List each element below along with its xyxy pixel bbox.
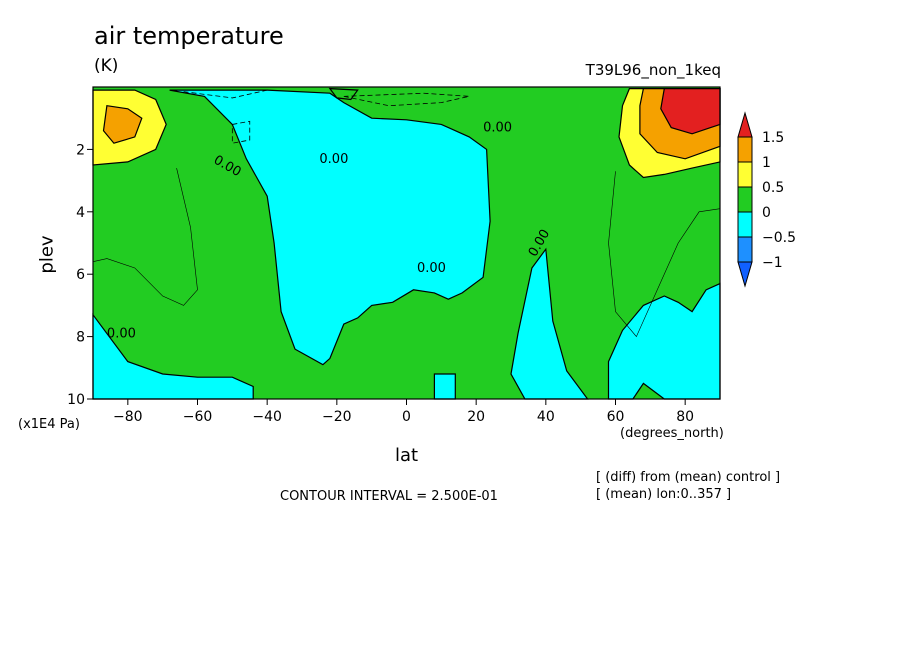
colorbar-level-0: 1.5	[762, 130, 784, 146]
x-axis-title: lat	[395, 445, 419, 466]
y-tick-label-0: 2	[76, 142, 85, 158]
dashed-contour-0	[183, 89, 268, 99]
colorbar-swatch-2	[737, 161, 753, 188]
y-tick-label-2: 6	[76, 267, 85, 283]
x-axis-units: (degrees_north)	[620, 426, 724, 441]
colorbar-level-5: −1	[762, 255, 783, 271]
contour-region-0	[169, 89, 491, 366]
contour-region-5	[328, 87, 359, 101]
experiment-label: T39L96_non_1keq	[585, 61, 721, 79]
footnote-diff: [ (diff) from (mean) control ]	[596, 470, 781, 485]
y-tick-label-3: 8	[76, 330, 85, 346]
x-tick-label-3: −20	[322, 409, 352, 425]
contour-label-0: 0.00	[107, 326, 136, 341]
x-tick-label-2: −40	[252, 409, 282, 425]
colorbar-swatch-1	[737, 136, 753, 163]
thin-contour-0	[92, 168, 198, 306]
y-tick-label-1: 4	[76, 205, 85, 221]
y-axis-units: (x1E4 Pa)	[18, 417, 80, 432]
contour-region-4	[433, 373, 456, 400]
x-tick-label-1: −60	[183, 409, 213, 425]
x-tick-label-8: 80	[676, 409, 694, 425]
contour-region-3	[607, 282, 721, 400]
colorbar-level-3: 0	[762, 205, 771, 221]
y-tick-label-4: 10	[67, 392, 85, 408]
colorbar-swatch-4	[737, 211, 753, 238]
contour-label-4: 0.00	[483, 121, 512, 136]
colorbar-level-2: 0.5	[762, 180, 784, 196]
contour-label-3: 0.00	[417, 261, 446, 276]
dashed-contour-2	[343, 92, 470, 107]
x-tick-label-6: 40	[537, 409, 555, 425]
units-label: (K)	[94, 56, 119, 76]
x-tick-label-5: 20	[467, 409, 485, 425]
colorbar-level-4: −0.5	[762, 230, 796, 246]
colorbar-arrow-bottom	[737, 261, 753, 288]
contour-region-7	[102, 105, 143, 144]
contour-label-2: 0.00	[319, 152, 348, 167]
thin-contour-1	[608, 171, 721, 338]
x-tick-label-4: 0	[402, 409, 411, 425]
x-tick-label-0: −80	[113, 409, 143, 425]
colorbar-swatch-3	[737, 186, 753, 213]
colorbar-arrow-top	[737, 111, 753, 138]
colorbar-swatch-5	[737, 236, 753, 263]
colorbar-level-1: 1	[762, 155, 771, 171]
chart-title: air temperature	[94, 22, 284, 50]
dashed-contour-1	[231, 120, 251, 144]
footnote-mean: [ (mean) lon:0..357 ]	[596, 487, 732, 502]
contour-interval-text: CONTOUR INTERVAL = 2.500E-01	[280, 489, 498, 504]
x-tick-label-7: 60	[607, 409, 625, 425]
